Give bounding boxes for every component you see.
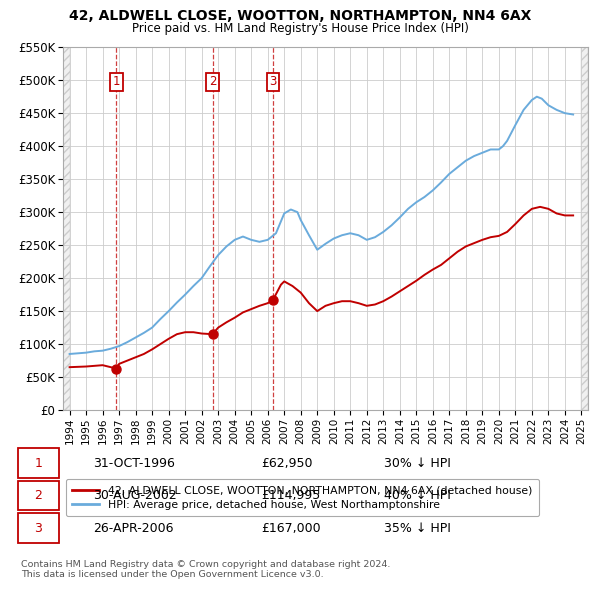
Text: Contains HM Land Registry data © Crown copyright and database right 2024.
This d: Contains HM Land Registry data © Crown c… [21, 560, 391, 579]
Text: 2: 2 [34, 489, 43, 502]
Text: Price paid vs. HM Land Registry's House Price Index (HPI): Price paid vs. HM Land Registry's House … [131, 22, 469, 35]
Text: 30% ↓ HPI: 30% ↓ HPI [384, 457, 451, 470]
Text: 31-OCT-1996: 31-OCT-1996 [93, 457, 175, 470]
Text: 2: 2 [209, 75, 217, 88]
Text: £62,950: £62,950 [261, 457, 313, 470]
Text: 1: 1 [34, 457, 43, 470]
Text: 42, ALDWELL CLOSE, WOOTTON, NORTHAMPTON, NN4 6AX: 42, ALDWELL CLOSE, WOOTTON, NORTHAMPTON,… [69, 9, 531, 23]
Text: 3: 3 [269, 75, 277, 88]
Legend: 42, ALDWELL CLOSE, WOOTTON, NORTHAMPTON, NN4 6AX (detached house), HPI: Average : 42, ALDWELL CLOSE, WOOTTON, NORTHAMPTON,… [66, 479, 539, 516]
Text: 40% ↓ HPI: 40% ↓ HPI [384, 489, 451, 502]
Bar [63, 47, 70, 410]
Text: 26-APR-2006: 26-APR-2006 [93, 522, 173, 535]
Text: 1: 1 [113, 75, 120, 88]
Text: 3: 3 [34, 522, 43, 535]
Text: £167,000: £167,000 [261, 522, 320, 535]
Text: £114,995: £114,995 [261, 489, 320, 502]
Text: 35% ↓ HPI: 35% ↓ HPI [384, 522, 451, 535]
Bar [581, 47, 588, 410]
Text: 30-AUG-2002: 30-AUG-2002 [93, 489, 177, 502]
